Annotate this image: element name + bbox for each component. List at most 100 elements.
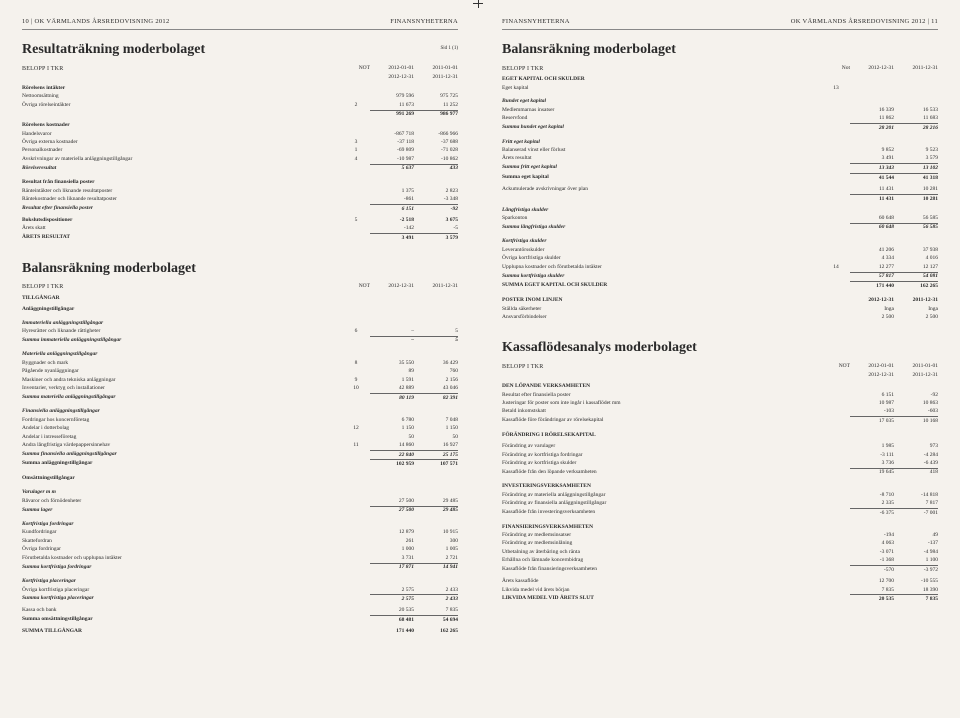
table-row: Andra långfristiga värdepappersinnehav11… xyxy=(22,442,458,451)
table-row: Kundfordringar12 87910 915 xyxy=(22,529,458,537)
section-header: Bundet eget kapital xyxy=(502,95,938,106)
table-row: Betald inkomstskatt-103-603 xyxy=(502,408,938,417)
table-row: Medlemmarnas insatser16 33916 533 xyxy=(502,106,938,114)
section-header: Fritt eget kapital xyxy=(502,136,938,147)
table-row: Summa anläggningstillgångar102 959107 57… xyxy=(22,460,458,469)
table-row: Summa materiella anläggningstillgångar80… xyxy=(22,394,458,403)
table-row: Summa kortfristiga skulder57 81754 081 xyxy=(502,272,938,281)
table-row: Reservfond11 86211 683 xyxy=(502,115,938,124)
section-header: INVESTERINGSVERKSAMHETEN xyxy=(502,480,938,491)
section-header: Kortfristiga fordringar xyxy=(22,518,458,529)
header-left: 10 | OK VÄRMLANDS ÅRSREDOVISNING 2012 xyxy=(22,18,170,25)
table-row: Summa fritt eget kapital13 34313 102 xyxy=(502,164,938,173)
table-row: 991 269986 977 xyxy=(22,110,458,119)
kfc2a: 2011-01-01 xyxy=(894,362,938,371)
not-head2: NOT xyxy=(342,283,370,292)
header: 10 | OK VÄRMLANDS ÅRSREDOVISNING 2012 FI… xyxy=(22,18,458,30)
table-row: Byggnader och mark835 55036 429 xyxy=(22,359,458,367)
section-header: FÖRÄNDRING I RÖRELSEKAPITAL xyxy=(502,429,938,440)
table-row: Råvaror och förnödenheter27 50029 485 xyxy=(22,497,458,506)
title-balansrakning: Balansräkning moderbolaget xyxy=(22,261,458,277)
section-header: Finansiella anläggningstillgångar xyxy=(22,405,458,416)
table-row: Eget kapital13 xyxy=(502,84,938,92)
right-page: FINANSNYHETERNA OK VÄRMLANDS ÅRSREDOVISN… xyxy=(480,0,960,718)
table-row: Ackumulerade avskrivningar över plan11 4… xyxy=(502,186,938,195)
table-row: Rörelseresultat5 637433 xyxy=(22,164,458,173)
table-row: Summa immateriella anläggningstillgångar… xyxy=(22,336,458,345)
table-row: Summa finansiella anläggningstillgångar2… xyxy=(22,451,458,460)
kfc1b: 2012-12-31 xyxy=(850,371,894,380)
col1b: 2012-12-31 xyxy=(370,73,414,82)
section-header: Resultat från finansiella poster xyxy=(22,176,458,187)
table-row: Övriga kortfristiga skulder4 3344 016 xyxy=(502,255,938,263)
table-row: Pågående nyanläggningar89760 xyxy=(22,368,458,376)
table-row: ÅRETS RESULTAT3 4913 579 xyxy=(22,234,458,243)
table-row: Förändring av medlemsinsatser-19449 xyxy=(502,531,938,539)
table-row: POSTER INOM LINJEN2012-12-312011-12-31 xyxy=(502,297,938,305)
table-row: Ränteintäkter och liknande resultatposte… xyxy=(22,187,458,195)
table-row: Summa kortfristiga fordringar17 87114 94… xyxy=(22,563,458,572)
section-header: Rörelsens intäkter xyxy=(22,82,458,93)
resultat-table: BELOPP I TKR NOT 2012-01-01 2011-01-01 2… xyxy=(22,64,458,243)
table-row: Resultat efter finansiella poster6 151-9… xyxy=(502,391,938,399)
table-row: Fordringar hos koncernföretag6 7807 048 xyxy=(22,416,458,424)
belopp-r: BELOPP I TKR xyxy=(502,64,822,73)
section-header: Varulager m m xyxy=(22,486,458,497)
table-row: LIKVIDA MEDEL VID ÅRETS SLUT20 5357 835 xyxy=(502,595,938,604)
bcol2: 2011-12-31 xyxy=(414,283,458,292)
section-header: Immateriella anläggningstillgångar xyxy=(22,317,458,328)
table-row: Sparkonton60 64856 585 xyxy=(502,215,938,224)
rcol2: 2011-12-31 xyxy=(894,64,938,73)
not-r: Not xyxy=(822,64,850,73)
table-row: Erhållna och lämnade koncernbidrag-1 368… xyxy=(502,557,938,566)
table-row: Summa omsättningstillgångar68 48154 694 xyxy=(22,616,458,625)
table-row: Maskiner och andra tekniska anläggningar… xyxy=(22,376,458,384)
table-row: Hyresrätter och liknande rättigheter6–5 xyxy=(22,328,458,337)
table-row: Summa långfristiga skulder60 64856 585 xyxy=(502,223,938,232)
title-resultatrakning: Resultaträkning moderbolaget xyxy=(22,42,458,58)
table-row: Förändring av kortfristiga fordringar-3 … xyxy=(502,451,938,459)
table-row: Andelar i dotterbolag121 1501 150 xyxy=(22,425,458,433)
table-row: 11 43110 281 xyxy=(502,195,938,204)
col2a: 2011-01-01 xyxy=(414,64,458,73)
table-row: Övriga externa kostnader3-37 118-37 688 xyxy=(22,139,458,147)
table-row: Leverantörsskulder41 20637 938 xyxy=(502,246,938,254)
section-header: FINANSIERINGSVERKSAMHETEN xyxy=(502,521,938,532)
table-row: Årets skatt-142-5 xyxy=(22,225,458,234)
tillgangar: TILLGÅNGAR xyxy=(22,292,458,303)
table-row: Övriga fordringar1 0001 005 xyxy=(22,546,458,554)
title-balans-r: Balansräkning moderbolaget xyxy=(502,42,938,58)
table-row: Räntekostnader och liknande resultatpost… xyxy=(22,196,458,205)
bcol1: 2012-12-31 xyxy=(370,283,414,292)
table-row: Årets kassaflöde12 700-10 555 xyxy=(502,578,938,586)
table-row: Bokslutsdispositioner5-2 5183 675 xyxy=(22,216,458,224)
not-kf: NOT xyxy=(822,362,850,371)
table-row: Kassa och bank20 5357 835 xyxy=(22,607,458,616)
table-row: Kassaflöde från finansieringsverksamhete… xyxy=(502,566,938,575)
table-row: Utbetalning av återbäring och ränta-3 07… xyxy=(502,548,938,556)
header-left-r: FINANSNYHETERNA xyxy=(502,18,570,25)
table-row: Summa eget kapital41 54441 318 xyxy=(502,173,938,182)
table-row: Årets resultat3 4913 579 xyxy=(502,155,938,164)
table-row: Förändring av medlemsinlåning4 063-137 xyxy=(502,540,938,548)
table-row: Förändring av finansiella anläggningstil… xyxy=(502,500,938,509)
table-row: Förändring av materiella anläggningstill… xyxy=(502,491,938,499)
sid-label: Sid 1 (1) xyxy=(441,46,459,51)
table-row: Övriga kortfristiga placeringar2 5752 43… xyxy=(22,586,458,595)
col2b: 2011-12-31 xyxy=(414,73,458,82)
table-row: Förändring av kortfristiga skulder3 736-… xyxy=(502,460,938,469)
table-row: Summa bundet eget kapital28 20128 216 xyxy=(502,124,938,133)
section-header: EGET KAPITAL OCH SKULDER xyxy=(502,73,938,84)
belopp-label: BELOPP I TKR xyxy=(22,64,342,73)
table-row: Handelsvaror-867 718-866 966 xyxy=(22,130,458,138)
table-row: Förändring av varulager1 985973 xyxy=(502,443,938,451)
table-row: SUMMA EGET KAPITAL OCH SKULDER171 440162… xyxy=(502,281,938,290)
ek-table: BELOPP I TKR Not 2012-12-31 2011-12-31 E… xyxy=(502,64,938,322)
kfc1a: 2012-01-01 xyxy=(850,362,894,371)
section-header: Rörelsens kostnader xyxy=(22,119,458,130)
table-row: SUMMA TILLGÅNGAR171 440162 265 xyxy=(22,628,458,636)
kf-table: BELOPP I TKR NOT 2012-01-01 2011-01-01 2… xyxy=(502,362,938,604)
table-row: Nettoomsättning979 596975 725 xyxy=(22,93,458,101)
rcol1: 2012-12-31 xyxy=(850,64,894,73)
title-kassaflode: Kassaflödesanalys moderbolaget xyxy=(502,340,938,356)
